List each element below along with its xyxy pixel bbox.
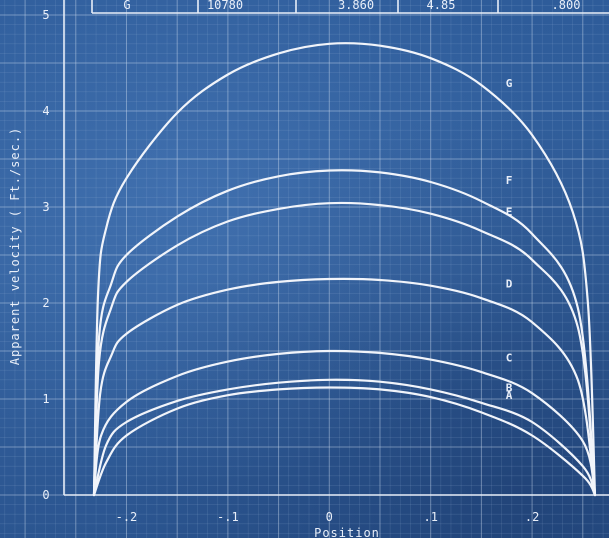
x-axis-title: Position (314, 526, 380, 538)
series-line-b (92, 378, 597, 497)
series-label-c: C (506, 352, 513, 365)
x-tick-label: -.2 (116, 510, 138, 524)
series-label-f: F (506, 174, 513, 187)
x-tick-label: -.1 (217, 510, 239, 524)
header-table: G 10780 3.860 4.85 .800 (91, 0, 609, 14)
series-line-e (92, 201, 597, 497)
series-line-g (92, 42, 597, 497)
y-tick-label: 1 (42, 392, 49, 406)
series-label-b: B (506, 381, 513, 394)
x-tick-label: .1 (423, 510, 437, 524)
header-cell: 4.85 (427, 0, 456, 12)
series-line-a (92, 386, 597, 497)
header-cell: .800 (552, 0, 581, 12)
y-tick-label: 2 (42, 296, 49, 310)
series-label-e: E (506, 206, 513, 219)
series-line-d (92, 277, 597, 497)
chart-series: AB C D E F G (92, 42, 597, 497)
series-line-c (92, 349, 597, 497)
series-label-a: A (506, 389, 513, 402)
series-label-d: D (506, 278, 513, 291)
y-tick-label: 5 (42, 8, 49, 22)
chart-axes (63, 0, 609, 496)
y-axis-title: Apparent velocity ( Ft./sec.) (8, 127, 22, 366)
x-tick-label: 0 (326, 510, 333, 524)
header-cell: G (123, 0, 130, 12)
y-tick-label: 3 (42, 200, 49, 214)
y-tick-label: 0 (42, 488, 49, 502)
series-line-f (92, 169, 597, 497)
header-cell: 3.860 (338, 0, 374, 12)
tick-labels: 0 1 2 3 4 5 -.2 -.1 0 .1 .2 (42, 8, 539, 524)
header-cell: 10780 (207, 0, 243, 12)
y-tick-label: 4 (42, 104, 49, 118)
x-tick-label: .2 (525, 510, 539, 524)
series-label-g: G (506, 77, 513, 90)
